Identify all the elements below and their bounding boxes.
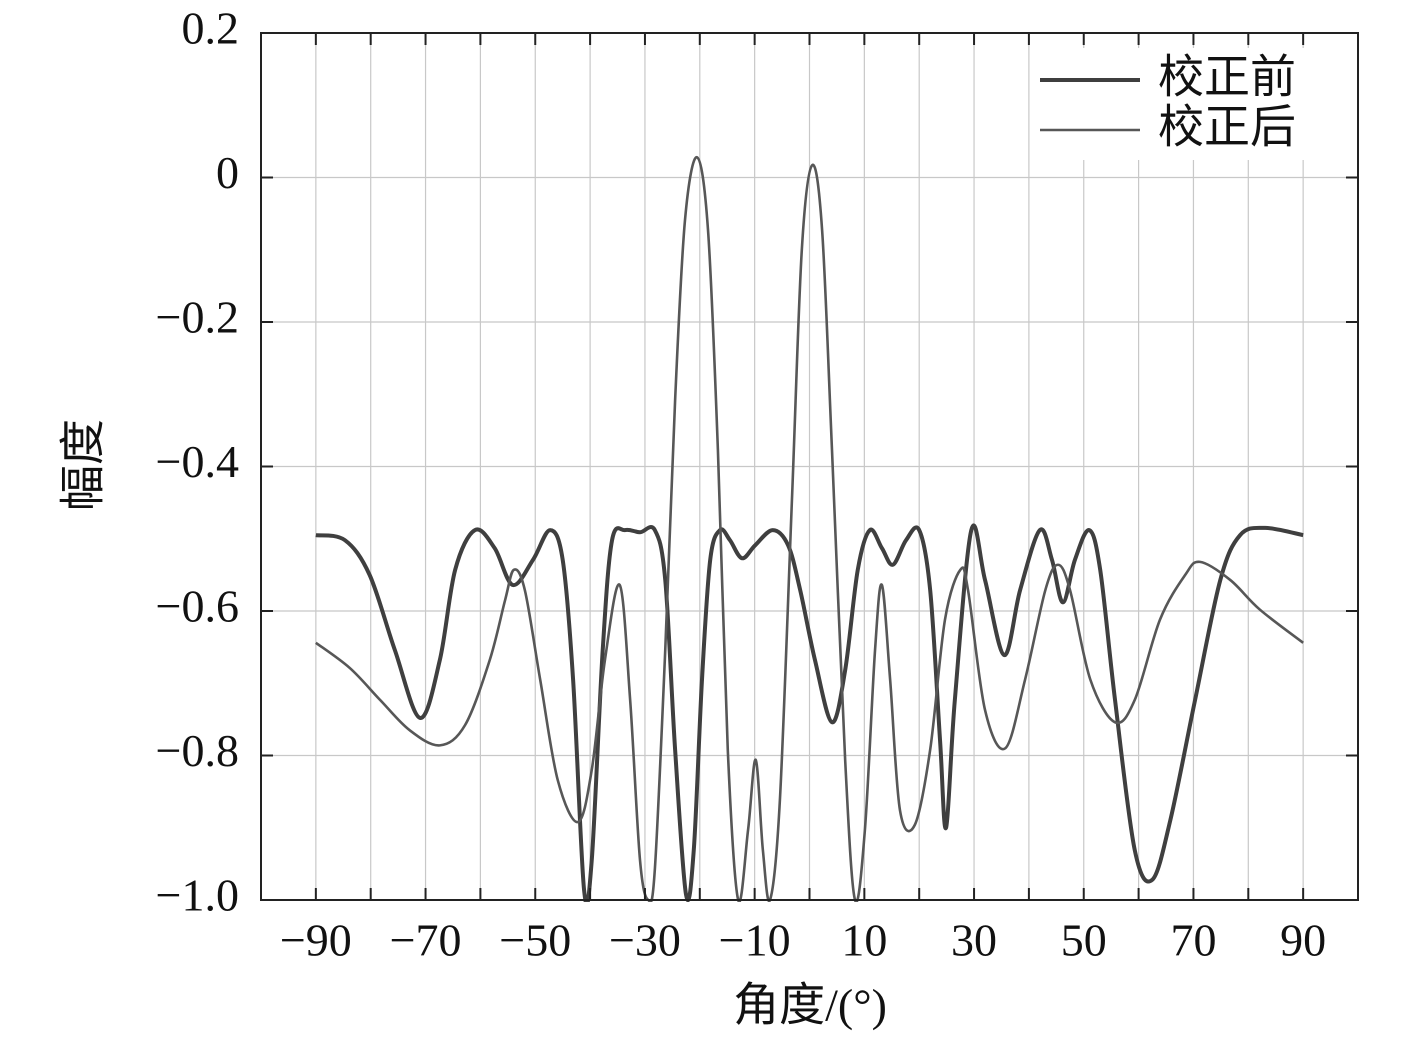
x-tick-label: 10 [841, 915, 887, 966]
x-tick-label: −10 [719, 915, 791, 966]
y-tick-label: 0.2 [182, 3, 240, 54]
legend-label: 校正前 [1158, 52, 1296, 103]
x-tick-label: −70 [390, 915, 462, 966]
x-tick-label: 70 [1170, 915, 1216, 966]
y-tick-label: −0.2 [156, 292, 239, 343]
y-tick-label: −0.8 [156, 725, 239, 776]
x-tick-label: −30 [609, 915, 681, 966]
y-tick-label: −0.6 [156, 581, 239, 632]
x-tick-label: −50 [499, 915, 571, 966]
y-tick-label: −0.4 [156, 436, 239, 487]
x-tick-label: 90 [1280, 915, 1326, 966]
data-line [315, 155, 1304, 902]
x-axis-label: 角度/(°) [733, 980, 887, 1031]
data-line [315, 523, 1304, 902]
x-tick-label: 30 [951, 915, 997, 966]
legend-label: 校正后 [1158, 102, 1296, 153]
y-tick-label: 0 [216, 147, 239, 198]
x-tick-label: 50 [1061, 915, 1107, 966]
x-tick-label: −90 [280, 915, 352, 966]
y-axis-label: 幅度 [58, 419, 109, 511]
y-tick-label: −1.0 [156, 870, 239, 921]
legend-background [1030, 48, 1348, 160]
